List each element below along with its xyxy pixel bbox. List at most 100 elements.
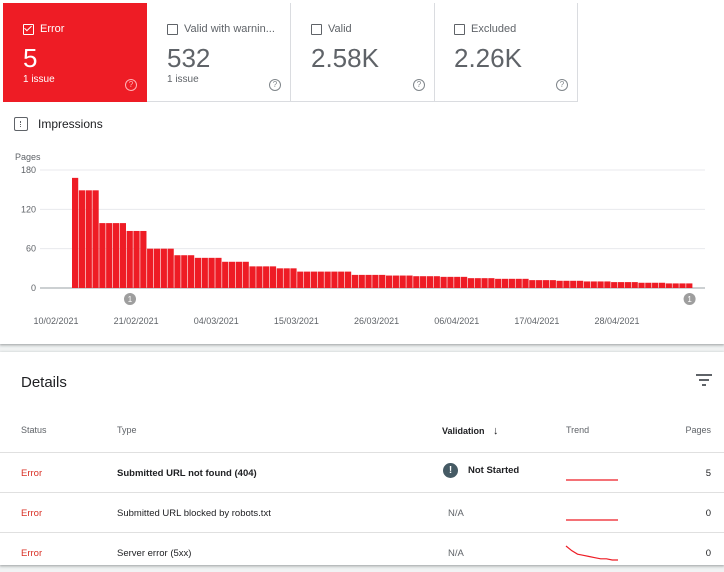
chart-bar[interactable] xyxy=(556,280,563,288)
chart-bar[interactable] xyxy=(126,230,133,288)
chart-bar[interactable] xyxy=(467,278,475,288)
chart-bar[interactable] xyxy=(420,276,427,288)
chart-bar[interactable] xyxy=(406,275,413,288)
chart-bar[interactable] xyxy=(310,271,318,288)
help-icon[interactable]: ? xyxy=(413,79,425,91)
tile-valid[interactable]: Valid 2.58K ? xyxy=(291,3,435,102)
chart-bar[interactable] xyxy=(645,282,652,288)
chart-bar[interactable] xyxy=(529,280,536,288)
chart-bar[interactable] xyxy=(652,282,659,288)
error-checkbox[interactable] xyxy=(23,24,34,35)
chart-bar[interactable] xyxy=(324,271,331,288)
chart-bar[interactable] xyxy=(638,282,645,288)
chart-bar[interactable] xyxy=(379,274,386,288)
chart-bar[interactable] xyxy=(686,283,693,288)
chart-bar[interactable] xyxy=(665,283,672,288)
chart-bar[interactable] xyxy=(447,276,454,288)
chart-bar[interactable] xyxy=(263,266,270,288)
impressions-checkbox[interactable] xyxy=(14,117,28,131)
chart-bar[interactable] xyxy=(276,268,283,288)
chart-bar[interactable] xyxy=(542,280,550,288)
chart-bar[interactable] xyxy=(228,261,236,288)
chart-bar[interactable] xyxy=(160,248,167,288)
chart-bar[interactable] xyxy=(338,271,345,288)
chart-bar[interactable] xyxy=(201,257,208,288)
chart-bar[interactable] xyxy=(658,282,666,288)
chart-bar[interactable] xyxy=(85,190,92,288)
chart-bar[interactable] xyxy=(563,280,570,288)
table-row[interactable]: Error Submitted URL not found (404) ! No… xyxy=(0,452,724,492)
chart-bar[interactable] xyxy=(140,230,147,288)
chart-bar[interactable] xyxy=(611,282,618,288)
table-row[interactable]: Error Server error (5xx) N/A 0 xyxy=(0,532,724,572)
chart-bar[interactable] xyxy=(167,248,174,288)
excluded-checkbox[interactable] xyxy=(454,24,465,35)
help-icon[interactable]: ? xyxy=(125,79,137,91)
chart-bar[interactable] xyxy=(495,278,502,288)
chart-bar[interactable] xyxy=(522,278,529,288)
chart-bar[interactable] xyxy=(112,223,120,288)
chart-bar[interactable] xyxy=(392,275,399,288)
chart-bar[interactable] xyxy=(413,276,420,288)
chart-bar[interactable] xyxy=(215,257,222,288)
chart-bar[interactable] xyxy=(433,276,440,288)
chart-bar[interactable] xyxy=(583,281,591,288)
chart-bar[interactable] xyxy=(372,274,379,288)
chart-bar[interactable] xyxy=(515,278,522,288)
help-icon[interactable]: ? xyxy=(269,79,281,91)
filter-list-icon[interactable] xyxy=(696,374,712,386)
chart-bar[interactable] xyxy=(454,276,461,288)
chart-bar[interactable] xyxy=(99,223,106,288)
chart-bar[interactable] xyxy=(399,275,406,288)
chart-bar[interactable] xyxy=(181,255,188,288)
chart-bar[interactable] xyxy=(119,223,126,288)
chart-bar[interactable] xyxy=(604,281,611,288)
chart-bar[interactable] xyxy=(235,261,243,288)
chart-bar[interactable] xyxy=(174,255,181,288)
valid-with-warnings-checkbox[interactable] xyxy=(167,24,178,35)
chart-bar[interactable] xyxy=(269,266,277,288)
chart-bar[interactable] xyxy=(508,278,515,288)
chart-bar[interactable] xyxy=(331,271,338,288)
annotation-marker[interactable]: 1 xyxy=(124,293,137,305)
chart-bar[interactable] xyxy=(249,266,256,288)
chart-bar[interactable] xyxy=(481,278,488,288)
chart-bar[interactable] xyxy=(72,177,79,288)
chart-bar[interactable] xyxy=(440,276,447,288)
chart-bar[interactable] xyxy=(617,282,625,288)
chart-bar[interactable] xyxy=(194,257,202,288)
chart-bar[interactable] xyxy=(78,190,86,288)
chart-bar[interactable] xyxy=(304,271,311,288)
chart-bar[interactable] xyxy=(242,261,249,288)
tile-valid-with-warnings[interactable]: Valid with warnin... 532 1 issue ? xyxy=(147,3,291,102)
chart-bar[interactable] xyxy=(188,255,195,288)
chart-bar[interactable] xyxy=(549,280,556,288)
annotation-marker[interactable]: 1 xyxy=(683,293,696,305)
help-icon[interactable]: ? xyxy=(556,79,568,91)
chart-bar[interactable] xyxy=(631,282,638,288)
chart-bar[interactable] xyxy=(208,257,215,288)
chart-bar[interactable] xyxy=(351,274,359,288)
column-header-validation[interactable]: Validation ↓ xyxy=(442,425,499,437)
chart-bar[interactable] xyxy=(501,278,509,288)
chart-bar[interactable] xyxy=(679,283,686,288)
chart-bar[interactable] xyxy=(488,278,495,288)
chart-bar[interactable] xyxy=(474,278,481,288)
chart-bar[interactable] xyxy=(624,282,631,288)
chart-bar[interactable] xyxy=(317,271,324,288)
chart-bar[interactable] xyxy=(570,280,577,288)
chart-bar[interactable] xyxy=(283,268,290,288)
chart-bar[interactable] xyxy=(344,271,352,288)
chart-bar[interactable] xyxy=(426,276,434,288)
chart-bar[interactable] xyxy=(153,248,161,288)
chart-bar[interactable] xyxy=(106,223,113,288)
chart-bar[interactable] xyxy=(222,261,229,288)
valid-checkbox[interactable] xyxy=(311,24,322,35)
chart-bar[interactable] xyxy=(297,271,304,288)
chart-bar[interactable] xyxy=(460,276,468,288)
chart-bar[interactable] xyxy=(590,281,597,288)
chart-bar[interactable] xyxy=(536,280,543,288)
chart-bar[interactable] xyxy=(358,274,365,288)
chart-bar[interactable] xyxy=(672,283,679,288)
chart-bar[interactable] xyxy=(256,266,263,288)
